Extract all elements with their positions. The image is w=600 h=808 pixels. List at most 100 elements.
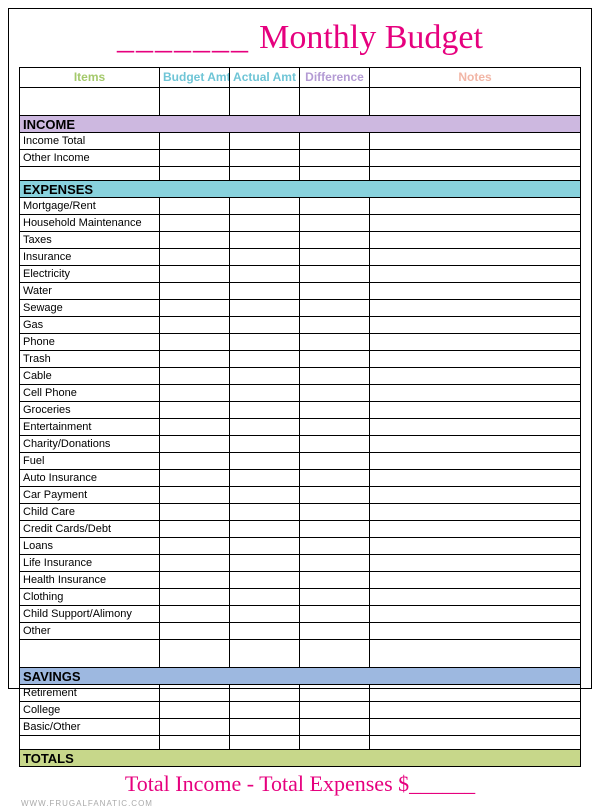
cell-notes bbox=[370, 504, 581, 521]
cell-items: Household Maintenance bbox=[20, 215, 160, 232]
col-header-actual: Actual Amt bbox=[230, 68, 300, 88]
table-body: INCOMEIncome TotalOther Income EXPENSESMo… bbox=[20, 88, 581, 767]
cell-actual bbox=[230, 436, 300, 453]
table-row: Loans bbox=[20, 538, 581, 555]
cell-actual bbox=[230, 419, 300, 436]
cell-budget bbox=[160, 623, 230, 640]
cell-notes bbox=[370, 572, 581, 589]
cell-actual bbox=[230, 487, 300, 504]
cell-notes bbox=[370, 133, 581, 150]
cell-diff bbox=[300, 538, 370, 555]
cell-actual bbox=[230, 623, 300, 640]
cell-diff bbox=[300, 623, 370, 640]
cell-notes bbox=[370, 487, 581, 504]
cell-notes bbox=[370, 702, 581, 719]
cell-diff bbox=[300, 555, 370, 572]
table-row: Phone bbox=[20, 334, 581, 351]
table-row: Child Support/Alimony bbox=[20, 606, 581, 623]
table-row: Other bbox=[20, 623, 581, 640]
cell-budget bbox=[160, 368, 230, 385]
section-savings: SAVINGS bbox=[20, 668, 581, 685]
cell-items: Mortgage/Rent bbox=[20, 198, 160, 215]
table-row: Cell Phone bbox=[20, 385, 581, 402]
budget-sheet: _______ Monthly Budget Items Budget Amt … bbox=[8, 8, 592, 689]
cell-actual bbox=[230, 215, 300, 232]
table-row: Life Insurance bbox=[20, 555, 581, 572]
cell-notes bbox=[370, 436, 581, 453]
cell-budget bbox=[160, 538, 230, 555]
section-label: INCOME bbox=[20, 116, 581, 133]
credit-line: www.frugalfanatic.com bbox=[19, 799, 581, 808]
cell-diff bbox=[300, 504, 370, 521]
cell-budget bbox=[160, 402, 230, 419]
cell-items: Electricity bbox=[20, 266, 160, 283]
cell-actual bbox=[230, 589, 300, 606]
cell-actual bbox=[230, 249, 300, 266]
cell-items: Loans bbox=[20, 538, 160, 555]
cell-diff bbox=[300, 133, 370, 150]
cell-notes bbox=[370, 606, 581, 623]
cell-diff bbox=[300, 419, 370, 436]
footer-equation: Total Income - Total Expenses $______ bbox=[19, 771, 581, 797]
cell-items: Clothing bbox=[20, 589, 160, 606]
section-expenses: EXPENSES bbox=[20, 181, 581, 198]
cell-items: Entertainment bbox=[20, 419, 160, 436]
cell-notes bbox=[370, 249, 581, 266]
cell-notes bbox=[370, 453, 581, 470]
cell-items: Gas bbox=[20, 317, 160, 334]
section-income: INCOME bbox=[20, 116, 581, 133]
cell-notes bbox=[370, 538, 581, 555]
cell-budget bbox=[160, 385, 230, 402]
cell-actual bbox=[230, 538, 300, 555]
table-row: Basic/Other bbox=[20, 719, 581, 736]
cell-notes bbox=[370, 368, 581, 385]
cell-budget bbox=[160, 436, 230, 453]
cell-diff bbox=[300, 402, 370, 419]
cell-actual bbox=[230, 300, 300, 317]
col-header-items: Items bbox=[20, 68, 160, 88]
cell-actual bbox=[230, 521, 300, 538]
table-row: Charity/Donations bbox=[20, 436, 581, 453]
section-label: SAVINGS bbox=[20, 668, 581, 685]
cell-actual bbox=[230, 402, 300, 419]
cell-items: Sewage bbox=[20, 300, 160, 317]
table-row: Health Insurance bbox=[20, 572, 581, 589]
cell-budget bbox=[160, 300, 230, 317]
cell-actual bbox=[230, 453, 300, 470]
cell-budget bbox=[160, 215, 230, 232]
cell-actual bbox=[230, 702, 300, 719]
cell-items: Taxes bbox=[20, 232, 160, 249]
cell-budget bbox=[160, 521, 230, 538]
cell-actual bbox=[230, 351, 300, 368]
spacer-row bbox=[20, 640, 581, 654]
cell-diff bbox=[300, 351, 370, 368]
budget-table: Items Budget Amt Actual Amt Difference N… bbox=[19, 67, 581, 767]
cell-notes bbox=[370, 719, 581, 736]
cell-items: Other Income bbox=[20, 150, 160, 167]
cell-actual bbox=[230, 572, 300, 589]
cell-notes bbox=[370, 402, 581, 419]
cell-actual bbox=[230, 606, 300, 623]
cell-diff bbox=[300, 521, 370, 538]
cell-notes bbox=[370, 351, 581, 368]
table-row: Household Maintenance bbox=[20, 215, 581, 232]
cell-budget bbox=[160, 572, 230, 589]
cell-budget bbox=[160, 317, 230, 334]
table-row: Trash bbox=[20, 351, 581, 368]
cell-items: Fuel bbox=[20, 453, 160, 470]
table-row: Car Payment bbox=[20, 487, 581, 504]
table-row: Fuel bbox=[20, 453, 581, 470]
cell-diff bbox=[300, 436, 370, 453]
cell-items: Cable bbox=[20, 368, 160, 385]
table-row: Cable bbox=[20, 368, 581, 385]
header-row: Items Budget Amt Actual Amt Difference N… bbox=[20, 68, 581, 88]
cell-items: Insurance bbox=[20, 249, 160, 266]
cell-items: Charity/Donations bbox=[20, 436, 160, 453]
cell-actual bbox=[230, 133, 300, 150]
cell-notes bbox=[370, 555, 581, 572]
cell-notes bbox=[370, 150, 581, 167]
cell-diff bbox=[300, 368, 370, 385]
cell-diff bbox=[300, 266, 370, 283]
cell-notes bbox=[370, 589, 581, 606]
cell-items: Income Total bbox=[20, 133, 160, 150]
